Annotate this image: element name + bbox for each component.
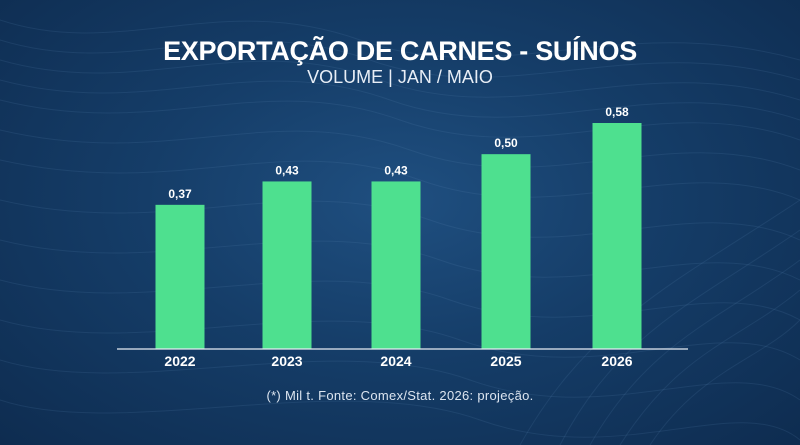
data-label-2023: 0,43 [275, 163, 299, 177]
data-label-2024: 0,43 [384, 163, 408, 177]
x-tick-label-2022: 2022 [164, 353, 195, 369]
bar-2022 [155, 204, 205, 349]
x-tick-label-2025: 2025 [490, 353, 521, 369]
x-tick-label-2023: 2023 [271, 353, 302, 369]
chart-title: EXPORTAÇÃO DE CARNES - SUÍNOS [163, 36, 637, 66]
source-footnote: (*) Mil t. Fonte: Comex/Stat. 2026: proj… [266, 388, 534, 403]
bar-2023 [262, 181, 312, 349]
chart-subtitle: VOLUME | JAN / MAIO [307, 67, 493, 87]
x-tick-label-2024: 2024 [380, 353, 411, 369]
x-tick-label-2026: 2026 [601, 353, 632, 369]
bar-2024 [371, 181, 421, 349]
data-label-2022: 0,37 [168, 187, 192, 201]
data-label-2025: 0,50 [494, 136, 518, 150]
bar-2025 [481, 154, 531, 349]
bar-2026 [592, 123, 642, 349]
data-label-2026: 0,58 [605, 105, 629, 119]
